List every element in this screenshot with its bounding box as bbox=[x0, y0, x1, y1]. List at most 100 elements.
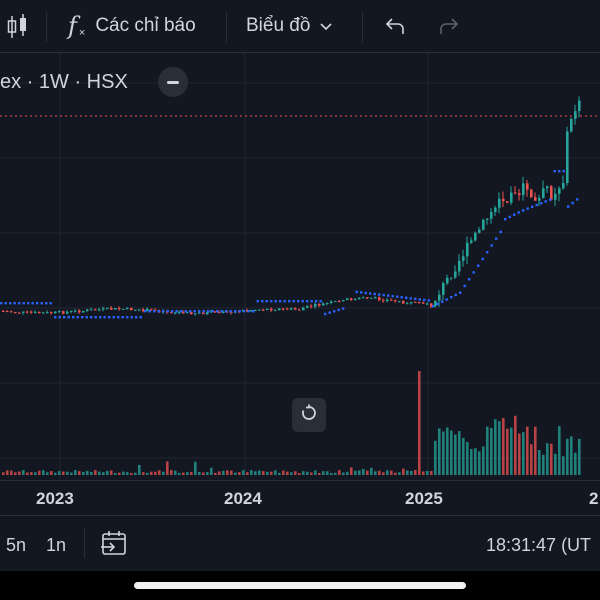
volume-bar bbox=[374, 471, 377, 475]
volume-bar bbox=[250, 470, 253, 475]
sar-dot bbox=[499, 230, 502, 234]
volume-bar bbox=[42, 470, 45, 475]
volume-bar bbox=[430, 471, 433, 475]
candle-body bbox=[282, 308, 285, 310]
sar-dot bbox=[270, 300, 273, 303]
reset-chart-button[interactable] bbox=[292, 398, 326, 432]
volume-bar bbox=[46, 472, 49, 475]
candle-body bbox=[570, 118, 573, 132]
candle-body bbox=[518, 193, 521, 196]
sar-dot bbox=[391, 294, 394, 298]
range-5y-button[interactable]: 5n bbox=[6, 535, 27, 555]
candle-body bbox=[406, 303, 409, 305]
sar-dot bbox=[486, 251, 489, 254]
candle-body bbox=[474, 232, 477, 241]
time-axis-label: 2 bbox=[589, 489, 599, 508]
sar-dot bbox=[364, 291, 367, 295]
sar-dot bbox=[549, 198, 552, 201]
volume-bar bbox=[130, 472, 133, 475]
volume-bar bbox=[506, 428, 509, 475]
volume-bar bbox=[34, 472, 37, 475]
candle-body bbox=[478, 229, 481, 233]
candle-body bbox=[286, 308, 289, 310]
sar-dot bbox=[99, 316, 102, 319]
volume-bar bbox=[262, 471, 265, 475]
volume-bar bbox=[450, 430, 453, 475]
undo-icon[interactable] bbox=[384, 16, 406, 41]
volume-bar bbox=[578, 438, 581, 475]
function-icon: f bbox=[68, 12, 77, 40]
volume-bar bbox=[354, 470, 357, 475]
sar-dot bbox=[571, 201, 574, 205]
candle-body bbox=[98, 309, 101, 311]
function-icon-x: × bbox=[78, 27, 86, 39]
candle-body bbox=[514, 192, 517, 194]
chart-type-button[interactable]: Biểu đồ bbox=[246, 0, 333, 52]
sar-dot bbox=[4, 302, 7, 305]
volume-bar bbox=[14, 472, 17, 475]
candle-body bbox=[190, 311, 193, 315]
candle-body bbox=[438, 294, 441, 301]
candle-body bbox=[578, 100, 581, 112]
sar-dot bbox=[9, 302, 12, 305]
candle-body bbox=[498, 198, 501, 208]
volume-bar bbox=[178, 472, 181, 475]
volume-bar bbox=[346, 471, 349, 475]
candle-body bbox=[386, 299, 389, 302]
candle-body bbox=[274, 310, 277, 312]
sar-dot bbox=[54, 316, 57, 319]
range-1y-button[interactable]: 1n bbox=[46, 535, 67, 555]
candle-body bbox=[554, 193, 557, 200]
volume-bar bbox=[286, 471, 289, 475]
candle-body bbox=[490, 212, 493, 219]
time-axis[interactable]: 2023 2024 2025 2 bbox=[0, 480, 600, 515]
sar-dot bbox=[558, 170, 561, 173]
volume-bar bbox=[530, 444, 533, 475]
volume-bar bbox=[146, 472, 149, 475]
volume-bar bbox=[274, 470, 277, 475]
volume-bar bbox=[154, 471, 157, 475]
volume-bar bbox=[422, 471, 425, 475]
volume-bar bbox=[554, 453, 557, 475]
sar-dot bbox=[400, 296, 403, 299]
candle-body bbox=[250, 310, 253, 312]
chart-legend: ex · 1W · HSX bbox=[0, 62, 128, 102]
candle-body bbox=[410, 301, 413, 304]
candlestick-series bbox=[2, 96, 581, 316]
sar-dot bbox=[166, 310, 169, 313]
indicators-button[interactable]: f × Các chỉ báo bbox=[68, 0, 196, 52]
volume-bar bbox=[230, 470, 233, 475]
volume-bar bbox=[166, 461, 169, 475]
volume-bar bbox=[6, 470, 9, 475]
candle-body bbox=[306, 305, 309, 308]
candle-body bbox=[322, 303, 325, 306]
candle-body bbox=[214, 311, 217, 313]
volume-bar bbox=[462, 437, 465, 475]
candle-body bbox=[62, 311, 65, 314]
candle-body bbox=[566, 131, 569, 183]
redo-icon[interactable] bbox=[438, 16, 460, 41]
candle-body bbox=[450, 277, 453, 279]
time-axis-label: 2025 bbox=[405, 489, 443, 508]
volume-bar bbox=[242, 470, 245, 475]
clock-text[interactable]: 18:31:47 (UT bbox=[486, 535, 592, 555]
candle-body bbox=[18, 312, 21, 314]
candle-body bbox=[534, 197, 537, 201]
candle-body bbox=[334, 301, 337, 303]
legend-collapse-button[interactable] bbox=[158, 67, 188, 97]
home-indicator[interactable] bbox=[134, 582, 466, 589]
volume-bar bbox=[558, 426, 561, 475]
price-chart[interactable] bbox=[0, 53, 600, 480]
sar-dot bbox=[45, 302, 48, 305]
volume-bar bbox=[426, 470, 429, 475]
candles-icon[interactable] bbox=[6, 14, 28, 40]
volume-bar bbox=[542, 454, 545, 475]
candle-body bbox=[134, 309, 137, 311]
volume-bar bbox=[562, 456, 565, 475]
candle-body bbox=[122, 309, 125, 311]
volume-bar bbox=[258, 470, 261, 475]
sar-dot bbox=[27, 302, 30, 305]
candle-body bbox=[42, 312, 45, 314]
date-range-icon[interactable] bbox=[100, 530, 128, 561]
volume-bar bbox=[22, 470, 25, 475]
